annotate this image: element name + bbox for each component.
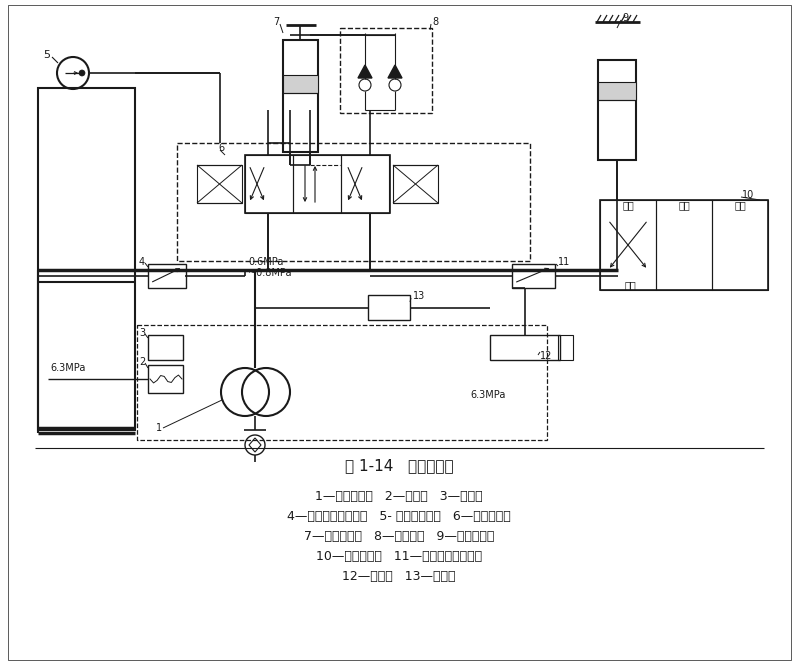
Bar: [38, 88, 135, 430]
Text: 夹紧: 夹紧: [624, 280, 636, 290]
Text: 11: 11: [558, 257, 570, 267]
Text: 9: 9: [622, 13, 628, 23]
Bar: [148, 264, 186, 288]
Text: 1: 1: [156, 423, 162, 433]
Text: 3: 3: [139, 328, 145, 338]
Bar: [393, 165, 438, 203]
Text: ~0.8MPa: ~0.8MPa: [248, 268, 292, 278]
Text: 13: 13: [413, 291, 425, 301]
Bar: [656, 200, 712, 290]
Text: 0.6MPa: 0.6MPa: [248, 257, 284, 267]
Bar: [283, 75, 318, 93]
Circle shape: [79, 70, 85, 76]
Bar: [490, 335, 560, 360]
Bar: [598, 60, 636, 160]
Polygon shape: [388, 65, 402, 78]
Bar: [293, 155, 341, 213]
Bar: [245, 155, 390, 213]
Bar: [283, 40, 318, 152]
Bar: [340, 28, 432, 113]
Text: 10: 10: [742, 190, 754, 200]
Text: 12: 12: [540, 351, 552, 361]
Text: 10—升降换向阀   11—分路式流量调节阀: 10—升降换向阀 11—分路式流量调节阀: [316, 550, 482, 563]
Text: 12—电磁阀   13—安全阀: 12—电磁阀 13—安全阀: [342, 570, 455, 583]
Text: 4: 4: [139, 257, 145, 267]
Text: 图 1-14   液压源理图: 图 1-14 液压源理图: [344, 458, 453, 473]
Text: 上升: 上升: [622, 200, 634, 210]
Bar: [148, 335, 183, 360]
Polygon shape: [358, 65, 372, 78]
Text: 5: 5: [43, 50, 50, 60]
Text: 7: 7: [272, 17, 279, 27]
Bar: [598, 82, 636, 100]
Text: 下降: 下降: [734, 200, 746, 210]
Bar: [137, 325, 547, 440]
Text: 6.3MPa: 6.3MPa: [50, 363, 85, 373]
Bar: [712, 200, 768, 290]
Bar: [600, 200, 768, 290]
Text: 4—分路式流量调节阀   5- 摆线减压马达   6—往复方向阀: 4—分路式流量调节阀 5- 摆线减压马达 6—往复方向阀: [287, 510, 511, 523]
Text: 6: 6: [218, 143, 225, 153]
Bar: [512, 264, 555, 288]
Bar: [558, 335, 573, 360]
Bar: [245, 155, 293, 213]
Text: 6.3MPa: 6.3MPa: [470, 390, 506, 400]
Bar: [600, 200, 656, 290]
Bar: [197, 165, 242, 203]
Bar: [177, 143, 530, 261]
Bar: [148, 365, 183, 393]
Bar: [341, 155, 389, 213]
Text: 7—往复液压缸   8—单向阀组   9—升降液压缸: 7—往复液压缸 8—单向阀组 9—升降液压缸: [304, 530, 495, 543]
Text: 放松: 放松: [678, 200, 690, 210]
Text: 8: 8: [432, 17, 438, 27]
Text: 1—双联叶片泵   2—安全阀   3—背压阀: 1—双联叶片泵 2—安全阀 3—背压阀: [315, 490, 483, 503]
Bar: [368, 295, 410, 320]
Text: 2: 2: [139, 357, 145, 367]
